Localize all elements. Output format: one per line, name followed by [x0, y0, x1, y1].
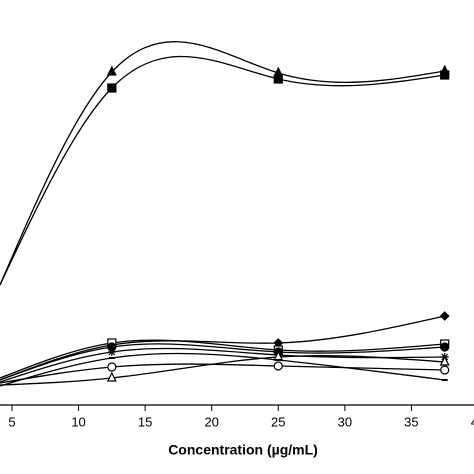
series-line [0, 315, 445, 381]
marker [440, 365, 450, 375]
marker [107, 348, 116, 356]
x-tick-label: 30 [338, 414, 352, 429]
x-tick-label: 5 [8, 414, 15, 429]
series-line [0, 347, 445, 383]
marker [106, 371, 117, 382]
marker [440, 70, 450, 80]
marker [440, 342, 450, 352]
series-line [0, 339, 445, 379]
series-line [0, 55, 445, 286]
x-axis-label: Concentration (µg/mL) [168, 442, 318, 458]
series-line [0, 343, 445, 381]
series-line [0, 355, 445, 386]
x-tick-label: 15 [138, 414, 152, 429]
marker [439, 311, 450, 321]
series-line [0, 352, 445, 387]
marker [107, 83, 117, 93]
marker [107, 362, 117, 372]
marker [273, 74, 283, 84]
x-tick-label: 20 [204, 414, 218, 429]
series-line [0, 41, 445, 286]
x-tick-label: 40 [471, 414, 474, 429]
x-tick-label: 35 [404, 414, 418, 429]
marker [439, 355, 450, 366]
x-tick-label: 25 [271, 414, 285, 429]
marker [106, 65, 117, 76]
x-tick-label: 10 [71, 414, 85, 429]
marker [273, 361, 283, 371]
